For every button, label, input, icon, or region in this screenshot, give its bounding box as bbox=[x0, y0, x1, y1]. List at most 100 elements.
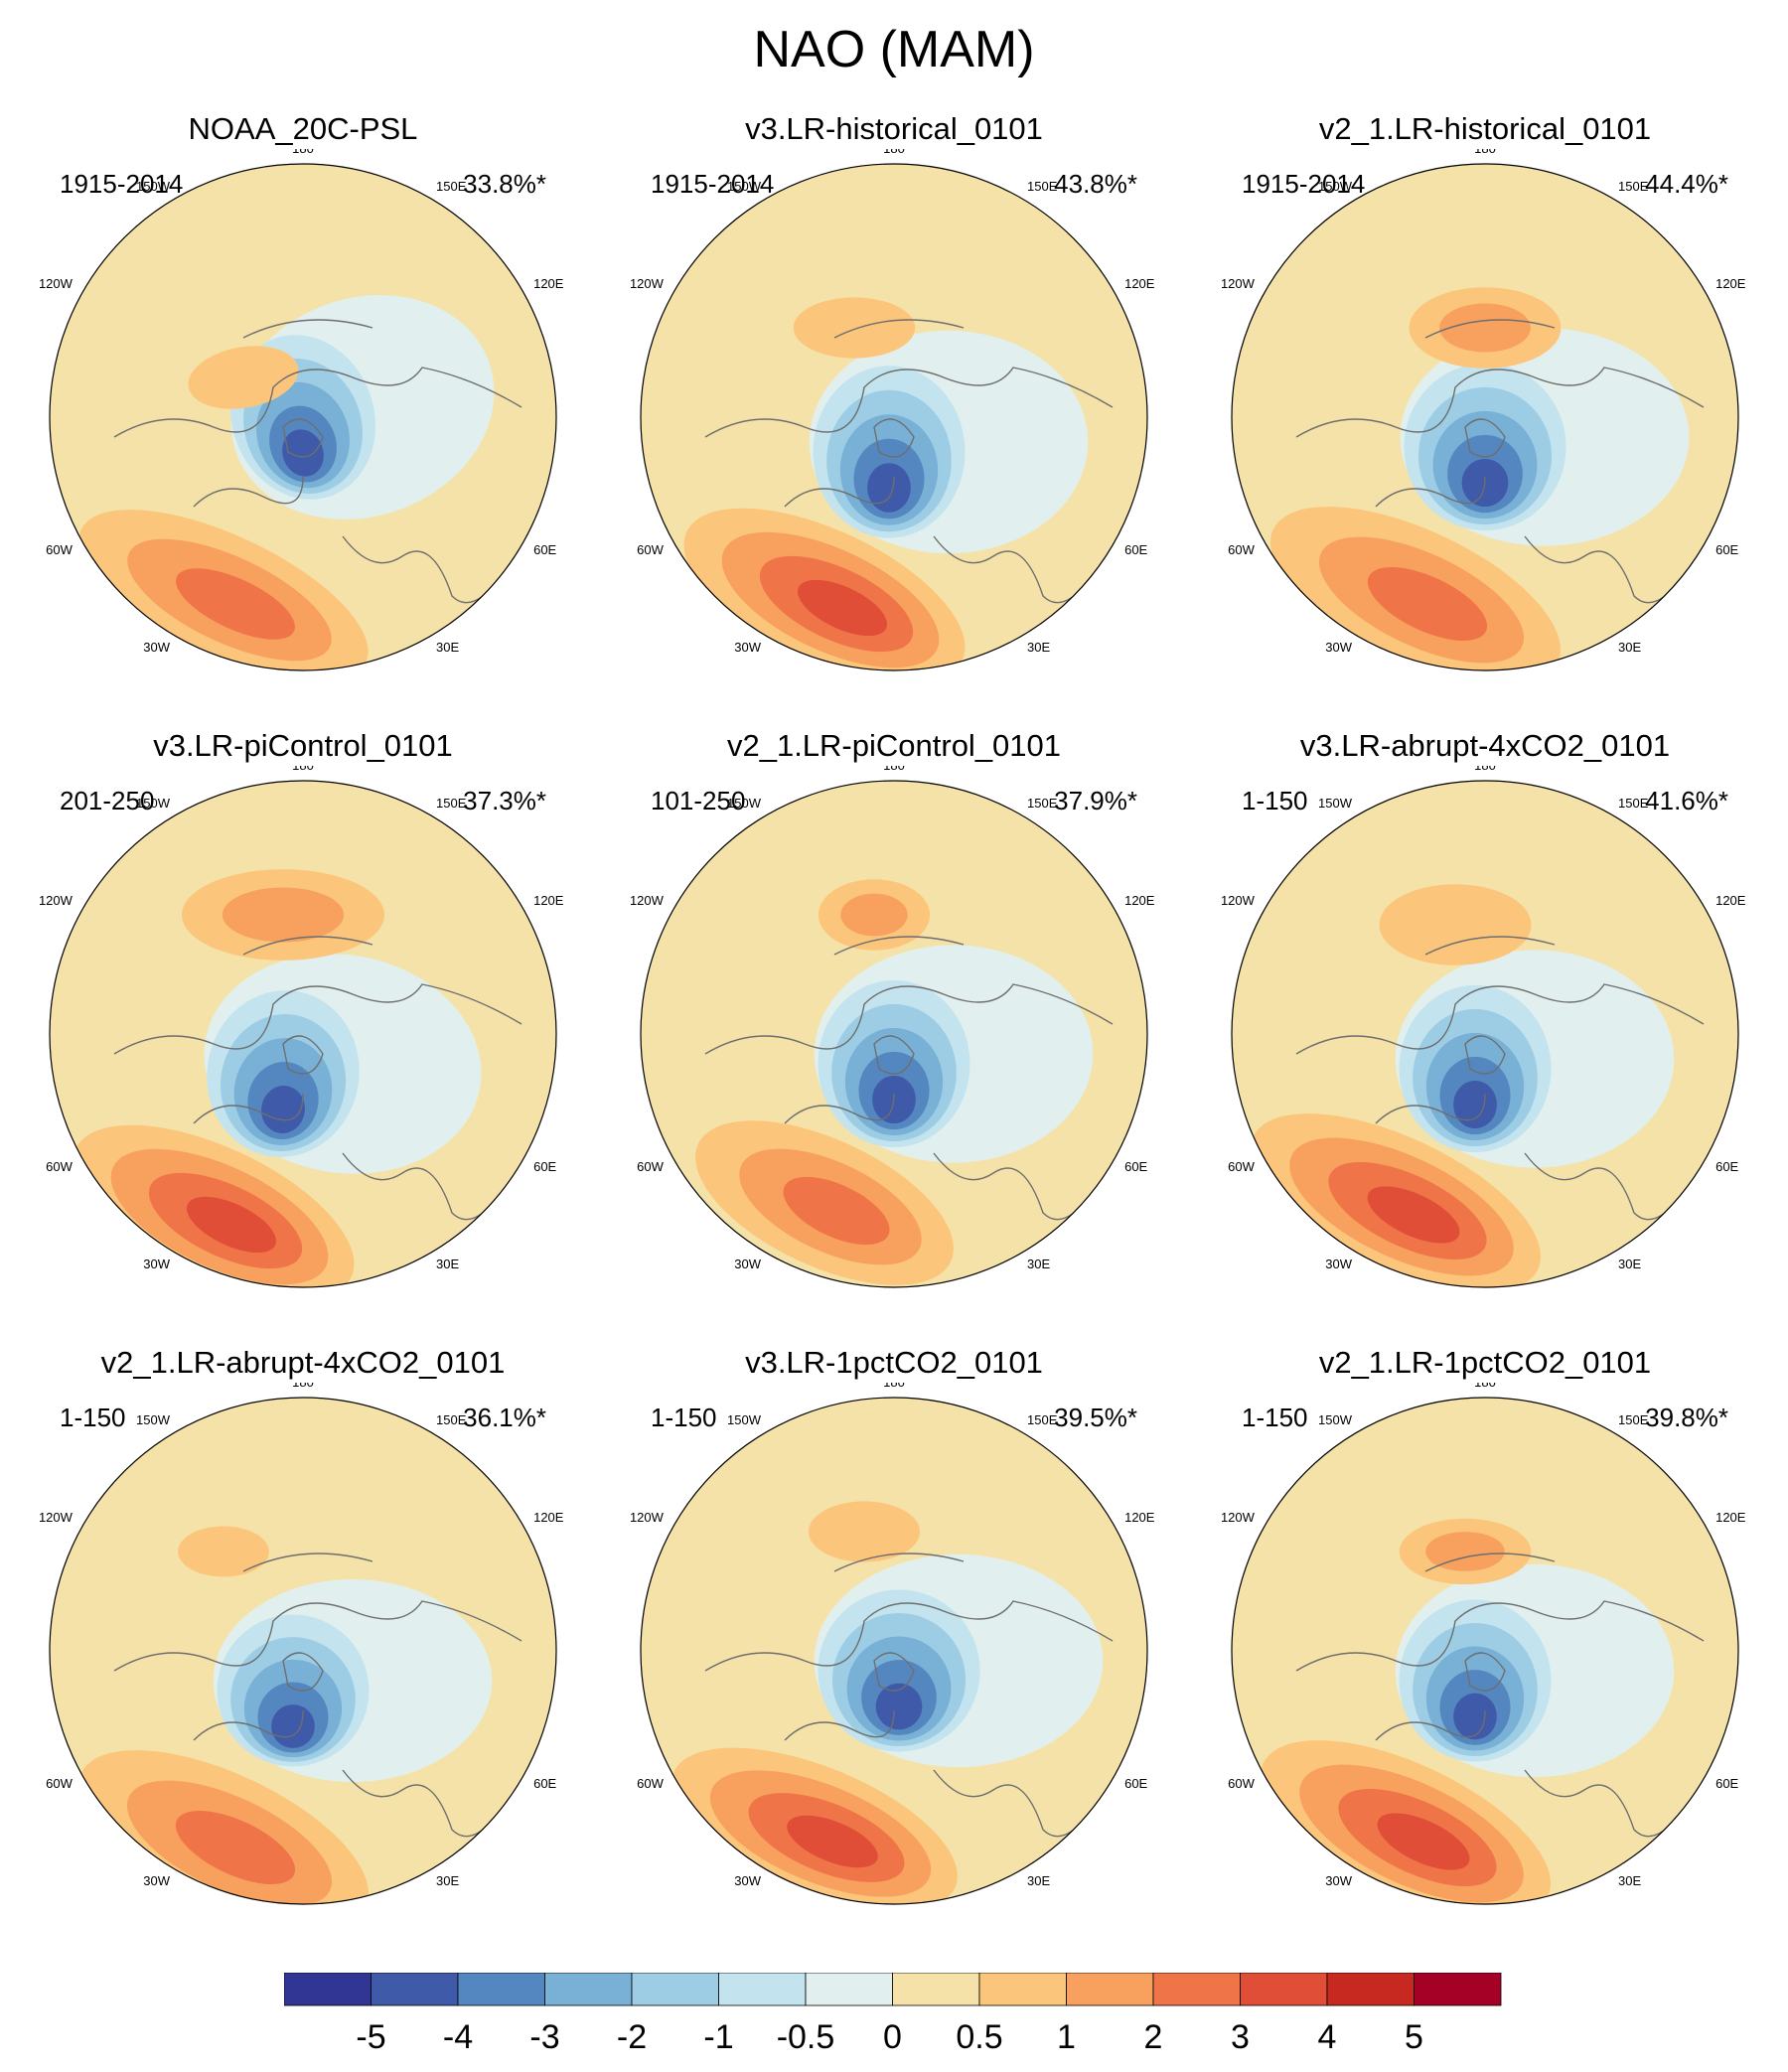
colorbar: -5 -4 -3 -2 -1 -0.5 0 0.5 1 2 3 4 5 bbox=[284, 1973, 1502, 2056]
longitude-label: 90W bbox=[626, 1026, 627, 1041]
longitude-label: 30E bbox=[436, 1257, 459, 1271]
longitude-label: 60E bbox=[533, 542, 556, 557]
coastline bbox=[704, 1553, 1114, 1838]
anomaly-contour bbox=[1453, 1693, 1497, 1740]
longitude-label: 150E bbox=[1618, 179, 1649, 194]
longitude-label: 180 bbox=[883, 149, 905, 156]
longitude-label: 150E bbox=[436, 1412, 467, 1427]
longitude-label: 30W bbox=[143, 640, 170, 655]
period-label: 101-250 bbox=[651, 786, 746, 815]
map-boundary bbox=[1231, 1397, 1739, 1905]
anomaly-contour bbox=[1377, 1813, 1470, 1870]
panel-title: v3.LR-abrupt-4xCO2_0101 bbox=[1299, 728, 1671, 763]
polar-map: 180150E120E90E60E30E030W60W90W120W150W bbox=[1217, 1383, 1746, 1905]
variance-label: 44.4%* bbox=[1645, 169, 1728, 199]
period-label: 1-150 bbox=[1242, 1403, 1308, 1432]
longitude-label: 150E bbox=[436, 796, 467, 811]
longitude-label: 60E bbox=[1124, 1776, 1147, 1791]
longitude-label: 30E bbox=[1027, 1257, 1050, 1271]
panel-title: v3.LR-historical_0101 bbox=[745, 111, 1043, 146]
longitude-label: 120W bbox=[630, 893, 665, 908]
longitude-label: 60E bbox=[1124, 1159, 1147, 1174]
map-boundary bbox=[1231, 163, 1739, 671]
longitude-label: 30W bbox=[734, 1257, 761, 1271]
anomaly-contour bbox=[186, 1196, 277, 1254]
variance-label: 39.8%* bbox=[1645, 1403, 1728, 1432]
longitude-label: 30W bbox=[1325, 1873, 1352, 1888]
longitude-label: 120E bbox=[1124, 276, 1155, 291]
longitude-label: 120E bbox=[1124, 893, 1155, 908]
anomaly-contour bbox=[1453, 1080, 1497, 1129]
anomaly-contour bbox=[783, 1176, 890, 1246]
anomaly-contour bbox=[875, 1683, 923, 1730]
colorbar-tick-label: 5 bbox=[1405, 2018, 1423, 2056]
figure-title: NAO (MAM) bbox=[753, 21, 1035, 78]
coastline bbox=[1295, 319, 1705, 604]
polar-map: 180150E120E90E60E30E030W60W90W120W150W bbox=[35, 149, 564, 671]
period-label: 1-150 bbox=[60, 1403, 126, 1432]
longitude-label: 180 bbox=[292, 766, 314, 773]
colorbar-swatch bbox=[1414, 1973, 1502, 2006]
longitude-label: 150W bbox=[727, 179, 762, 194]
longitude-label: 60W bbox=[46, 1776, 73, 1791]
coastline bbox=[113, 319, 522, 604]
coastline bbox=[704, 936, 1114, 1221]
map-panel: v2_1.LR-piControl_0101 101-250 37.9%* 180 15… bbox=[596, 617, 1192, 1288]
colorbar-tick-label: 1 bbox=[1057, 2018, 1076, 2056]
period-label: 201-250 bbox=[60, 786, 155, 815]
anomaly-contour bbox=[787, 1815, 878, 1868]
colorbar-swatch bbox=[544, 1973, 633, 2006]
longitude-label: 30W bbox=[1325, 1257, 1352, 1271]
coastline bbox=[113, 1553, 522, 1838]
coastline bbox=[1295, 936, 1705, 1221]
colorbar-tick-label: 0.5 bbox=[956, 2018, 1002, 2056]
map-boundary bbox=[49, 780, 557, 1288]
anomaly-contour bbox=[808, 1501, 921, 1562]
longitude-label: 60E bbox=[1715, 1776, 1738, 1791]
panel-title: v3.LR-1pctCO2_0101 bbox=[745, 1345, 1043, 1380]
longitude-label: 150W bbox=[727, 1412, 762, 1427]
longitude-label: 60W bbox=[1228, 1776, 1255, 1791]
colorbar-tick-label: -3 bbox=[529, 2018, 559, 2056]
longitude-label: 60E bbox=[1715, 1159, 1738, 1174]
longitude-label: 120W bbox=[1221, 276, 1256, 291]
longitude-label: 180 bbox=[883, 1383, 905, 1390]
map-boundary bbox=[49, 163, 557, 671]
longitude-label: 30E bbox=[436, 1873, 459, 1888]
panel-title: v2_1.LR-1pctCO2_0101 bbox=[1318, 1345, 1652, 1380]
anomaly-contour bbox=[797, 579, 888, 637]
longitude-label: 120E bbox=[1715, 276, 1746, 291]
panel-title: v2_1.LR-historical_0101 bbox=[1318, 111, 1652, 146]
longitude-label: 30W bbox=[143, 1873, 170, 1888]
map-panel: v3.LR-1pctCO2_0101 1-150 39.5%* 180 150E 120E… bbox=[596, 1234, 1192, 1905]
longitude-label: 90W bbox=[1217, 1026, 1218, 1041]
anomaly-contour bbox=[867, 463, 911, 513]
longitude-label: 60W bbox=[46, 542, 73, 557]
longitude-label: 120E bbox=[533, 276, 564, 291]
longitude-label: 120E bbox=[1124, 1510, 1155, 1525]
longitude-label: 60E bbox=[1715, 542, 1738, 557]
colorbar-tick-label: -5 bbox=[356, 2018, 385, 2056]
variance-label: 33.8%* bbox=[463, 169, 546, 199]
longitude-label: 30E bbox=[1618, 1873, 1641, 1888]
colorbar-swatch bbox=[1240, 1973, 1328, 2006]
longitude-label: 120W bbox=[630, 276, 665, 291]
period-label: 1915-2014 bbox=[651, 169, 775, 199]
longitude-label: 180 bbox=[1474, 1383, 1496, 1390]
longitude-label: 90W bbox=[626, 1643, 627, 1658]
longitude-label: 60E bbox=[533, 1776, 556, 1791]
longitude-label: 30W bbox=[734, 640, 761, 655]
map-boundary bbox=[640, 780, 1148, 1288]
map-panel: v2_1.LR-1pctCO2_0101 1-150 39.8%* 180 150E 12… bbox=[1187, 1234, 1783, 1905]
longitude-label: 150E bbox=[1027, 796, 1058, 811]
anomaly-contour bbox=[1379, 884, 1532, 965]
coastline bbox=[113, 936, 522, 1221]
longitude-label: 150W bbox=[136, 1412, 171, 1427]
longitude-label: 60E bbox=[533, 1159, 556, 1174]
anomaly-contour bbox=[1439, 303, 1531, 353]
period-label: 1-150 bbox=[1242, 786, 1308, 815]
panel-title: NOAA_20C-PSL bbox=[188, 111, 418, 146]
panel-title: v3.LR-piControl_0101 bbox=[153, 728, 453, 763]
polar-map: 180150E120E90E60E30E030W60W90W120W150W bbox=[35, 766, 564, 1288]
longitude-label: 60W bbox=[1228, 1159, 1255, 1174]
